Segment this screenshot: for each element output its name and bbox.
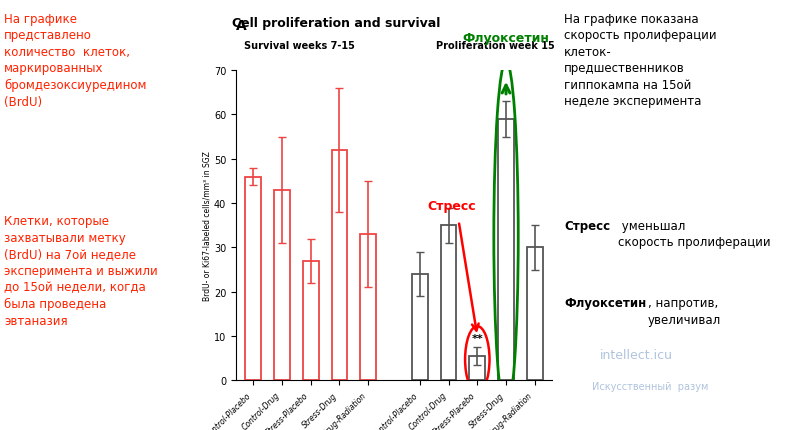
Bar xyxy=(412,274,428,381)
Text: Клетки, которые
захватывали метку
(BrdU) на 7ой неделе
эксперимента и выжили
до : Клетки, которые захватывали метку (BrdU)… xyxy=(4,215,158,327)
Text: , напротив,
увеличивал: , напротив, увеличивал xyxy=(648,297,722,326)
Text: Искусственный  разум: Искусственный разум xyxy=(592,381,708,391)
Text: Стресс: Стресс xyxy=(564,219,610,232)
Text: A: A xyxy=(236,19,246,33)
Text: На графике
представлено
количество  клеток,
маркированных
бромдезоксиуредином
(B: На графике представлено количество клето… xyxy=(4,13,146,108)
Bar xyxy=(527,248,542,381)
Text: Proliferation week 15: Proliferation week 15 xyxy=(436,41,554,51)
Bar xyxy=(302,261,318,381)
Text: Флуоксетин: Флуоксетин xyxy=(564,297,646,310)
Text: Флуоксетин: Флуоксетин xyxy=(462,32,550,45)
Text: уменьшал
скорость пролиферации: уменьшал скорость пролиферации xyxy=(618,219,771,249)
Bar xyxy=(274,190,290,381)
Bar xyxy=(246,177,261,381)
Text: Cell proliferation and survival: Cell proliferation and survival xyxy=(232,17,440,30)
Text: Стресс: Стресс xyxy=(427,200,476,212)
Text: Survival weeks 7-15: Survival weeks 7-15 xyxy=(244,41,355,51)
Text: intellect.icu: intellect.icu xyxy=(600,348,673,361)
Bar xyxy=(470,356,486,381)
Bar xyxy=(331,150,347,381)
Y-axis label: BrdU- or Ki67-labeled cells/mm³ in SGZ: BrdU- or Ki67-labeled cells/mm³ in SGZ xyxy=(202,151,211,301)
Bar xyxy=(441,226,457,381)
Bar xyxy=(360,235,376,381)
Text: **: ** xyxy=(471,333,483,343)
Text: На графике показана
скорость пролиферации
клеток-
предшественников
гиппокампа на: На графике показана скорость пролифераци… xyxy=(564,13,717,108)
Bar xyxy=(498,120,514,381)
